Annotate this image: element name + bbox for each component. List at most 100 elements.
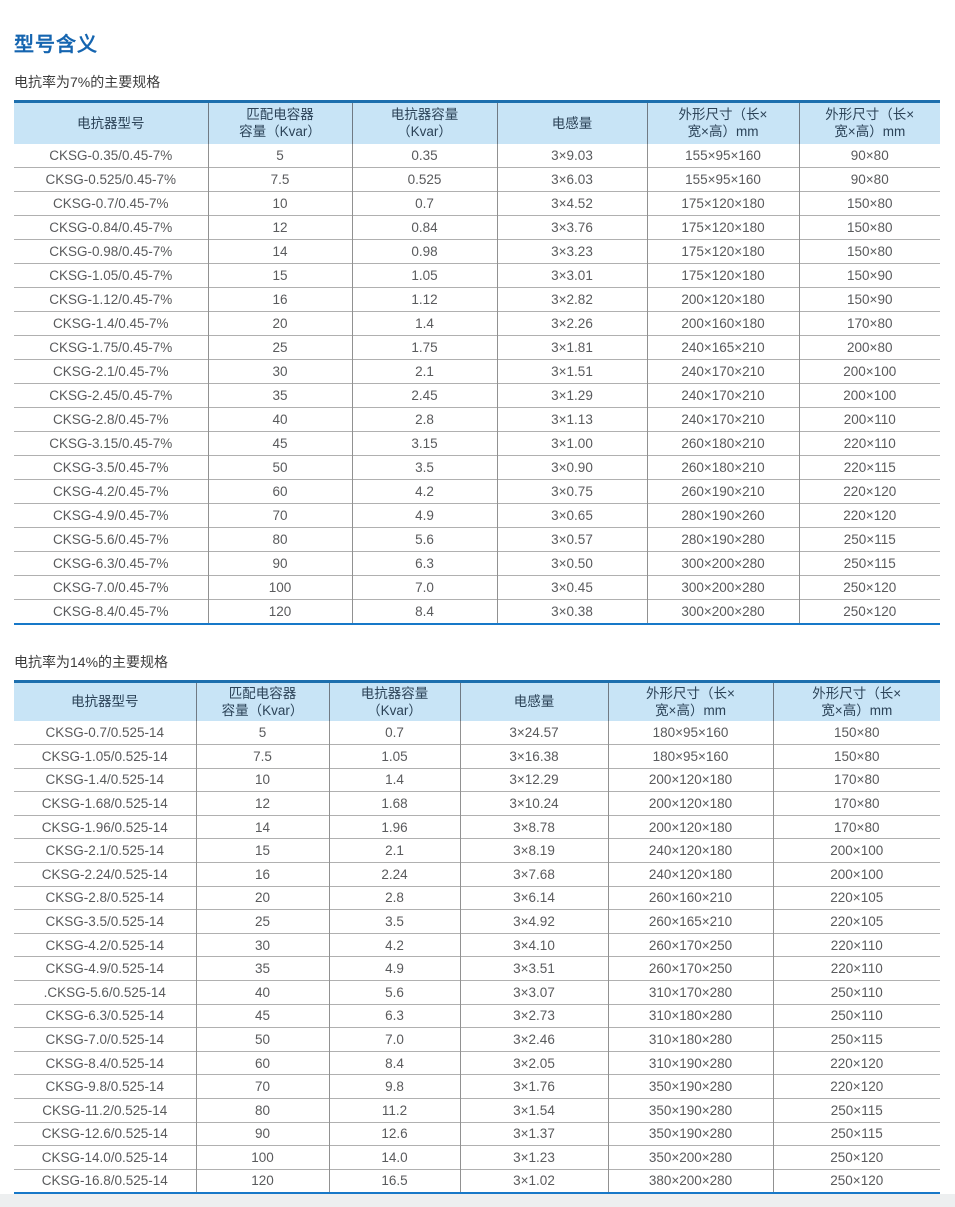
cell-dimensions-1: 175×120×180 <box>646 191 799 216</box>
cell-reactor-kvar: 2.8 <box>351 407 497 432</box>
cell-reactor-kvar: 14.0 <box>328 1145 460 1170</box>
cell-inductance: 3×9.03 <box>496 143 647 168</box>
table-row: CKSG-12.6/0.525-14 90 12.6 3×1.37 350×190×28… <box>14 1121 940 1146</box>
table-row: CKSG-11.2/0.525-14 80 11.2 3×1.54 350×190×28… <box>14 1098 940 1123</box>
column-header: 电抗器型号 <box>14 681 196 721</box>
cell-dimensions-1: 260×160×210 <box>607 885 773 910</box>
cell-reactor-kvar: 4.2 <box>328 932 460 957</box>
column-header: 电抗器型号 <box>14 101 208 144</box>
cell-capacitor-kvar: 120 <box>195 1168 329 1193</box>
cell-model: CKSG-1.96/0.525-14 <box>14 814 196 839</box>
cell-reactor-kvar: 4.9 <box>351 503 497 528</box>
cell-dimensions-2: 170×80 <box>772 791 940 816</box>
cell-inductance: 3×1.76 <box>459 1074 608 1099</box>
cell-model: CKSG-1.05/0.525-14 <box>14 744 196 769</box>
cell-dimensions-2: 220×105 <box>772 909 940 934</box>
table-row: CKSG-8.4/0.525-14 60 8.4 3×2.05 310×190×280 2… <box>14 1050 940 1075</box>
cell-dimensions-2: 170×80 <box>772 767 940 792</box>
cell-capacitor-kvar: 5 <box>207 143 352 168</box>
cell-inductance: 3×2.46 <box>459 1027 608 1052</box>
table-row: CKSG-14.0/0.525-14 100 14.0 3×1.23 350×200×2… <box>14 1145 940 1170</box>
cell-dimensions-2: 220×110 <box>798 431 940 456</box>
table-row: CKSG-9.8/0.525-14 70 9.8 3×1.76 350×190×280 2… <box>14 1074 940 1099</box>
table-row: CKSG-0.84/0.45-7% 12 0.84 3×3.76 175×120×180… <box>14 215 940 240</box>
table-row: CKSG-0.98/0.45-7% 14 0.98 3×3.23 175×120×180… <box>14 239 940 264</box>
cell-model: CKSG-0.525/0.45-7% <box>14 167 208 192</box>
cell-dimensions-1: 310×180×280 <box>607 1003 773 1028</box>
cell-inductance: 3×1.37 <box>459 1121 608 1146</box>
cell-reactor-kvar: 2.45 <box>351 383 497 408</box>
cell-dimensions-2: 170×80 <box>772 814 940 839</box>
cell-dimensions-1: 350×190×280 <box>607 1121 773 1146</box>
cell-reactor-kvar: 1.05 <box>351 263 497 288</box>
table-row: CKSG-4.9/0.525-14 35 4.9 3×3.51 260×170×250 2… <box>14 956 940 981</box>
cell-reactor-kvar: 2.1 <box>328 838 460 863</box>
cell-inductance: 3×4.92 <box>459 909 608 934</box>
cell-reactor-kvar: 1.68 <box>328 791 460 816</box>
spec-table-7pct: 电抗器型号 匹配电容器 容量（Kvar） 电抗器容量 （Kvar） 电感量 外形尺寸（长… <box>14 100 940 625</box>
column-header: 外形尺寸（长× 宽×高）mm <box>607 681 773 721</box>
cell-dimensions-2: 220×120 <box>798 479 940 504</box>
cell-dimensions-2: 150×80 <box>772 721 940 745</box>
cell-dimensions-1: 300×200×280 <box>646 599 799 624</box>
cell-reactor-kvar: 4.2 <box>351 479 497 504</box>
table-row: CKSG-1.68/0.525-14 12 1.68 3×10.24 200×120×1… <box>14 791 940 816</box>
cell-capacitor-kvar: 50 <box>195 1027 329 1052</box>
cell-dimensions-1: 280×190×260 <box>646 503 799 528</box>
cell-dimensions-2: 220×110 <box>772 932 940 957</box>
cell-inductance: 3×0.65 <box>496 503 647 528</box>
cell-dimensions-1: 175×120×180 <box>646 239 799 264</box>
cell-model: CKSG-0.35/0.45-7% <box>49 147 173 163</box>
table-body: CKSG-0.35/0.45-7% 5 0.35 3×9.03 155×95×160 90… <box>14 143 940 624</box>
cell-model: CKSG-0.7/0.525-14 <box>45 725 165 741</box>
cell-reactor-kvar: 1.4 <box>328 767 460 792</box>
cell-dimensions-1: 200×120×180 <box>607 767 773 792</box>
table-row: CKSG-2.8/0.45-7% 40 2.8 3×1.13 240×170×210 20… <box>14 407 940 432</box>
cell-model: CKSG-1.4/0.525-14 <box>14 767 196 792</box>
table-row: CKSG-0.7/0.525-14 5 0.7 3×24.57 180×95×160 15… <box>14 721 940 745</box>
cell-model: CKSG-14.0/0.525-14 <box>14 1145 196 1170</box>
table-row: CKSG-7.0/0.45-7% 100 7.0 3×0.45 300×200×280 2… <box>14 575 940 600</box>
cell-model: CKSG-4.9/0.525-14 <box>14 956 196 981</box>
cell-reactor-kvar: 0.84 <box>351 215 497 240</box>
cell-dimensions-2: 250×115 <box>772 1098 940 1123</box>
cell-inductance: 3×3.23 <box>496 239 647 264</box>
table-row: CKSG-3.5/0.45-7% 50 3.5 3×0.90 260×180×210 22… <box>14 455 940 480</box>
table-row: CKSG-3.5/0.525-14 25 3.5 3×4.92 260×165×210 2… <box>14 909 940 934</box>
table-row: CKSG-2.1/0.45-7% 30 2.1 3×1.51 240×170×210 20… <box>14 359 940 384</box>
cell-reactor-kvar: 1.05 <box>328 744 460 769</box>
cell-inductance: 3×2.26 <box>496 311 647 336</box>
cell-inductance: 3×8.19 <box>459 838 608 863</box>
cell-dimensions-2: 200×110 <box>798 407 940 432</box>
cell-capacitor-kvar: 100 <box>207 575 352 600</box>
cell-dimensions-2: 200×100 <box>798 359 940 384</box>
cell-capacitor-kvar: 120 <box>207 599 352 624</box>
column-header: 外形尺寸（长× 宽×高）mm <box>646 101 799 144</box>
cell-inductance: 3×3.07 <box>459 980 608 1005</box>
cell-capacitor-kvar: 70 <box>207 503 352 528</box>
cell-dimensions-2: 250×120 <box>798 575 940 600</box>
cell-model: CKSG-1.4/0.45-7% <box>14 311 208 336</box>
table-row: CKSG-2.1/0.525-14 15 2.1 3×8.19 240×120×180 2… <box>14 838 940 863</box>
cell-dimensions-2: 220×120 <box>772 1050 940 1075</box>
table-row: CKSG-1.4/0.45-7% 20 1.4 3×2.26 200×160×180 17… <box>14 311 940 336</box>
cell-reactor-kvar: 2.1 <box>351 359 497 384</box>
cell-model: CKSG-1.12/0.45-7% <box>14 287 208 312</box>
cell-dimensions-1: 280×190×280 <box>646 527 799 552</box>
cell-reactor-kvar: 1.75 <box>351 335 497 360</box>
cell-dimensions-2: 220×110 <box>772 956 940 981</box>
cell-dimensions-2: 200×80 <box>798 335 940 360</box>
cell-dimensions-2: 150×80 <box>798 239 940 264</box>
table-row: CKSG-3.15/0.45-7% 45 3.15 3×1.00 260×180×210… <box>14 431 940 456</box>
table-row: CKSG-2.45/0.45-7% 35 2.45 3×1.29 240×170×210… <box>14 383 940 408</box>
cell-inductance: 3×3.76 <box>496 215 647 240</box>
cell-capacitor-kvar: 100 <box>195 1145 329 1170</box>
cell-capacitor-kvar: 90 <box>195 1121 329 1146</box>
cell-model: CKSG-3.5/0.45-7% <box>14 455 208 480</box>
cell-inductance: 3×8.78 <box>459 814 608 839</box>
cell-capacitor-kvar: 25 <box>195 909 329 934</box>
cell-dimensions-2: 150×90 <box>798 287 940 312</box>
cell-dimensions-1: 260×190×210 <box>646 479 799 504</box>
table-row: CKSG-1.75/0.45-7% 25 1.75 3×1.81 240×165×210… <box>14 335 940 360</box>
column-header: 外形尺寸（长× 宽×高）mm <box>798 101 940 144</box>
